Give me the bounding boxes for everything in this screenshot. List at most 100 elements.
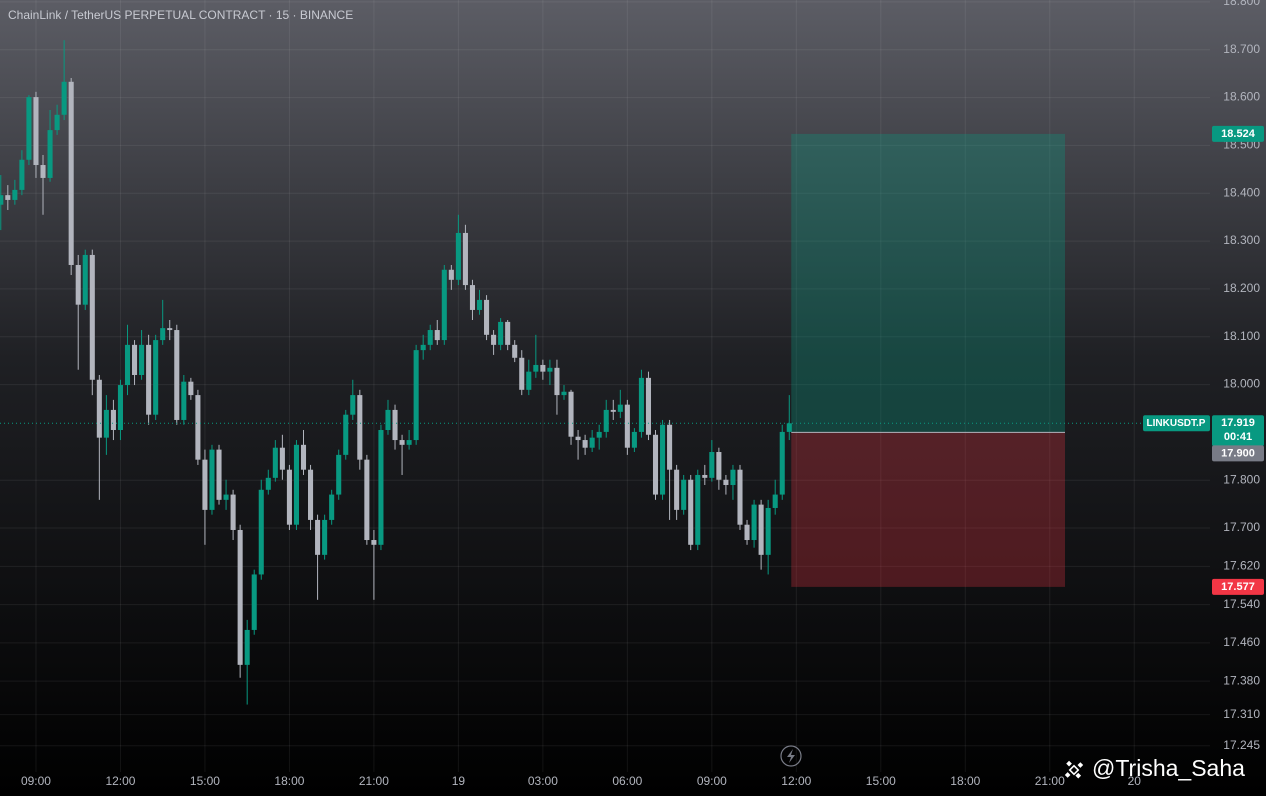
candle-body (469, 285, 476, 310)
candle-body (385, 409, 391, 431)
symbol-tag-bg (1143, 415, 1210, 432)
candle-body (61, 81, 67, 115)
candle-body (519, 357, 525, 390)
candle-body (237, 529, 243, 665)
candle-body (336, 454, 342, 495)
candle-body (251, 574, 257, 630)
candle-body (272, 447, 278, 478)
candle-body (533, 364, 539, 372)
x-tick-label: 21:00 (1035, 774, 1065, 788)
y-tick-label: 17.700 (1223, 520, 1260, 534)
candle-body (265, 477, 271, 490)
candle-body (75, 264, 81, 305)
candle-body (308, 469, 314, 520)
candle-body (322, 519, 328, 555)
candle-body (652, 434, 659, 495)
candle-body (434, 330, 440, 341)
chart-title: ChainLink / TetherUS PERPETUAL CONTRACT … (8, 8, 353, 22)
candle-body (230, 494, 236, 530)
candle-body (406, 440, 412, 445)
watermark: @Trisha_Saha (1064, 755, 1245, 781)
candle-body (124, 344, 131, 386)
y-tick-label: 18.700 (1223, 42, 1260, 56)
grid (0, 0, 1210, 772)
entry-tag-bg (1212, 445, 1264, 462)
candle-body (54, 114, 60, 131)
candle-body (716, 452, 722, 480)
candle-body (329, 494, 335, 520)
x-tick-label: 19 (452, 774, 466, 788)
candle-body (596, 431, 602, 438)
candle-body (476, 299, 483, 310)
candle-body (744, 524, 750, 541)
candle-body (399, 440, 405, 445)
candle-body (765, 507, 771, 555)
candle-body (286, 469, 292, 525)
y-tick-label: 18.000 (1223, 377, 1260, 391)
x-tick-label: 06:00 (612, 774, 642, 788)
candle-body (498, 321, 504, 345)
candle-body (645, 377, 652, 435)
x-tick-label: 12:00 (105, 774, 135, 788)
candle-body (12, 189, 18, 200)
candle-body (223, 494, 229, 500)
y-tick-label: 18.800 (1223, 0, 1260, 8)
candle-body (357, 395, 363, 460)
candle-body (195, 395, 201, 460)
candle-body (19, 159, 25, 190)
last-price-tag-bg (1212, 415, 1264, 447)
replay-circle (780, 745, 802, 767)
candle-body (209, 449, 215, 510)
candle-body (484, 299, 490, 335)
candle-body (568, 391, 574, 437)
candle-body (540, 364, 546, 372)
candle-body (667, 424, 673, 470)
candle-body (589, 437, 595, 448)
candle-body (674, 469, 680, 510)
watermark-text: @Trisha_Saha (1092, 755, 1245, 781)
loss-zone (791, 432, 1065, 587)
candle-body (512, 344, 518, 358)
stop-tag: 17.577 (1221, 581, 1255, 593)
x-tick-label: 21:00 (359, 774, 389, 788)
x-tick-label: 15:00 (866, 774, 896, 788)
x-tick-label: 18:00 (274, 774, 304, 788)
candle-body (47, 130, 53, 178)
y-tick-label: 17.380 (1223, 673, 1260, 687)
candle-body (167, 328, 173, 331)
candle-body (772, 494, 778, 508)
candle-body (174, 330, 180, 420)
candle-body (695, 474, 701, 545)
x-tick-label: 20 (1128, 774, 1142, 788)
candle-body (40, 165, 46, 178)
y-tick-label: 18.300 (1223, 233, 1260, 247)
candle-body (82, 254, 88, 305)
candle-body (420, 344, 426, 351)
candle-body (723, 479, 729, 486)
x-tick-label: 03:00 (528, 774, 558, 788)
replay-icon[interactable] (780, 745, 802, 767)
position-tool (791, 133, 1065, 587)
candle-body (350, 395, 356, 415)
candle-body (448, 269, 454, 280)
x-tick-label: 12:00 (781, 774, 811, 788)
candle-body (146, 344, 152, 415)
candle-body (631, 431, 637, 448)
candle-body (427, 330, 433, 345)
candle-body (575, 436, 581, 441)
candle-body (96, 379, 102, 438)
candle-body (0, 195, 4, 205)
replay-bolt (787, 749, 795, 763)
candle-body (758, 504, 764, 555)
target-tag-bg (1212, 125, 1264, 142)
candle-body (638, 377, 644, 432)
candle-body (610, 409, 616, 412)
candle-body (160, 328, 166, 341)
candle-body (258, 489, 264, 575)
candle-body (617, 404, 623, 412)
candle-body (188, 381, 194, 396)
